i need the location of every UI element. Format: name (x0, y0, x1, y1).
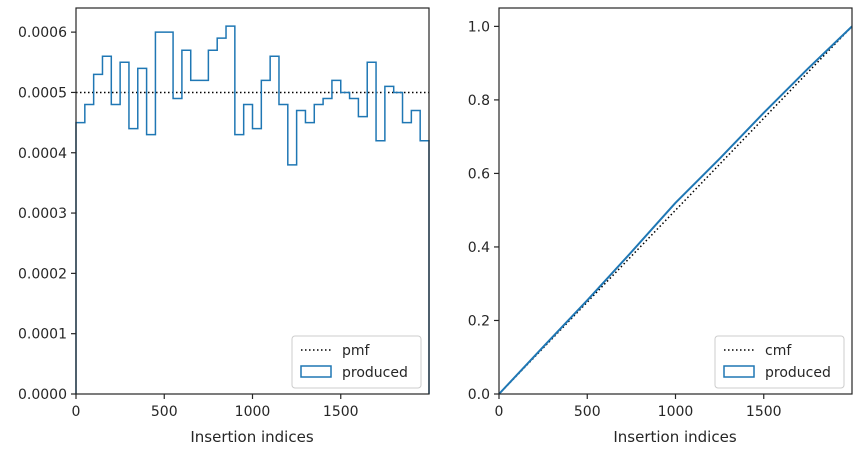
pmf-marks (75, 25, 430, 394)
cmf-y-ticks: 0.0 0.2 0.4 0.6 0.8 1.0 (468, 19, 499, 403)
cmf-y-tick-label: 0.0 (468, 387, 490, 403)
pmf-x-tick-label: 1000 (235, 404, 271, 420)
cmf-x-tick-label: 1500 (746, 404, 782, 420)
cmf-y-tick-label: 0.2 (468, 313, 490, 329)
cmf-produced-line (498, 25, 853, 395)
cmf-marks (498, 25, 853, 395)
cmf-x-tick-label: 500 (574, 404, 601, 420)
cmf-legend-patch-icon (723, 365, 755, 378)
pmf-legend: pmf produced (291, 335, 422, 389)
pmf-y-tick-label: 0.0004 (18, 146, 67, 162)
pmf-x-ticks: 0 500 1000 1500 (72, 394, 359, 420)
cmf-x-tick-label: 0 (495, 404, 504, 420)
cmf-y-tick-label: 0.4 (468, 240, 490, 256)
pmf-y-tick-label: 0.0002 (18, 266, 67, 282)
cmf-x-ticks: 0 500 1000 1500 (495, 394, 782, 420)
pmf-plot-frame (75, 7, 430, 395)
cmf-x-tick-label: 1000 (658, 404, 694, 420)
cmf-legend: cmf produced (714, 335, 845, 389)
pmf-x-tick-label: 500 (151, 404, 178, 420)
pmf-legend-label-reference: pmf (342, 343, 371, 359)
pmf-x-tick-label: 0 (72, 404, 81, 420)
pmf-y-tick-label: 0.0001 (18, 327, 67, 343)
pmf-x-axis-label: Insertion indices (190, 428, 313, 446)
cmf-legend-label-produced: produced (765, 365, 831, 381)
cmf-legend-box (714, 335, 845, 389)
cmf-x-axis-label: Insertion indices (613, 428, 736, 446)
cmf-y-tick-label: 0.6 (468, 166, 490, 182)
pmf-y-ticks: 0.0000 0.0001 0.0002 0.0003 0.0004 0.0005 0.00… (18, 25, 76, 403)
cmf-legend-label-reference: cmf (765, 343, 792, 359)
pmf-panel: 0.0000 0.0001 0.0002 0.0003 0.0004 0.0005 0.00… (18, 7, 430, 446)
pmf-legend-box (291, 335, 422, 389)
pmf-y-tick-label: 0.0006 (18, 25, 67, 41)
cmf-y-tick-label: 0.8 (468, 93, 490, 109)
pmf-legend-label-produced: produced (342, 365, 408, 381)
pmf-x-tick-label: 1500 (323, 404, 359, 420)
cmf-y-tick-label: 1.0 (468, 19, 490, 35)
pmf-y-tick-label: 0.0003 (18, 206, 67, 222)
pmf-produced-histogram (75, 25, 430, 394)
pmf-y-tick-label: 0.0005 (18, 85, 67, 101)
pmf-legend-patch-icon (300, 365, 332, 378)
pmf-y-tick-label: 0.0000 (18, 387, 67, 403)
cmf-panel: 0.0 0.2 0.4 0.6 0.8 1.0 0 500 1000 1500 Insertio… (468, 7, 853, 446)
cmf-plot-frame (498, 7, 853, 395)
